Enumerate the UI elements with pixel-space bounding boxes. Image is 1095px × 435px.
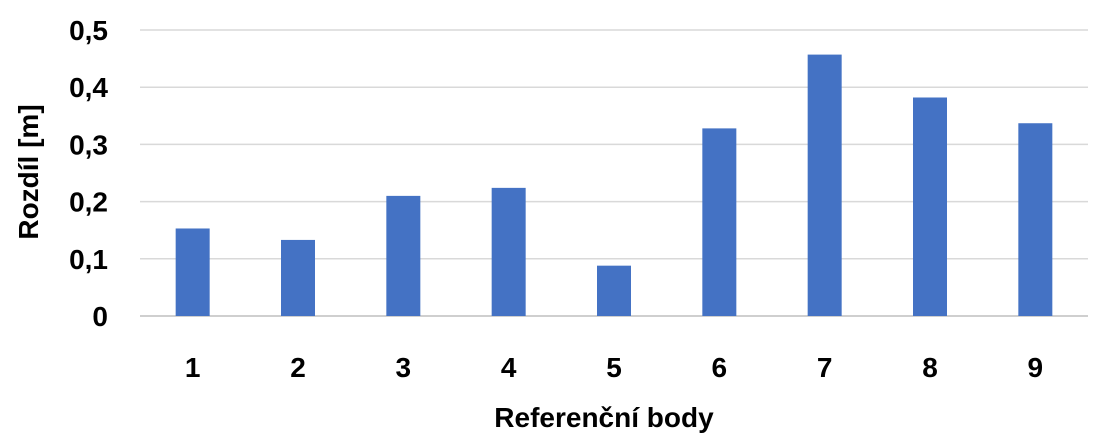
y-tick-label: 0,1 [69, 244, 108, 275]
x-tick-label: 8 [922, 352, 938, 383]
x-tick-label: 3 [396, 352, 412, 383]
bar-3 [386, 195, 421, 316]
y-tick-labels: 0 0,1 0,2 0,3 0,4 0,5 [69, 15, 108, 332]
y-tick-label: 0 [92, 301, 108, 332]
bar-8 [913, 97, 947, 316]
bar-6 [702, 128, 737, 316]
bars [175, 54, 1053, 317]
y-axis-title: Rozdíl [m] [13, 104, 44, 239]
x-tick-label: 1 [185, 352, 201, 383]
x-tick-label: 5 [606, 352, 622, 383]
bar-2 [281, 239, 315, 316]
x-tick-labels: 1 2 3 4 5 6 7 8 9 [185, 352, 1043, 383]
y-tick-label: 0,5 [69, 15, 108, 46]
y-tick-label: 0,2 [69, 187, 108, 218]
x-tick-label: 2 [290, 352, 306, 383]
x-axis-title: Referenční body [494, 402, 714, 433]
x-tick-label: 9 [1028, 352, 1044, 383]
y-tick-label: 0,4 [69, 72, 108, 103]
x-tick-label: 6 [712, 352, 728, 383]
bar-4 [491, 187, 526, 316]
x-tick-label: 7 [817, 352, 833, 383]
bar-1 [175, 228, 210, 316]
y-tick-label: 0,3 [69, 129, 108, 160]
bar-7 [807, 54, 842, 316]
bar-9 [1018, 123, 1053, 317]
x-tick-label: 4 [501, 352, 517, 383]
bar-5 [597, 265, 631, 316]
